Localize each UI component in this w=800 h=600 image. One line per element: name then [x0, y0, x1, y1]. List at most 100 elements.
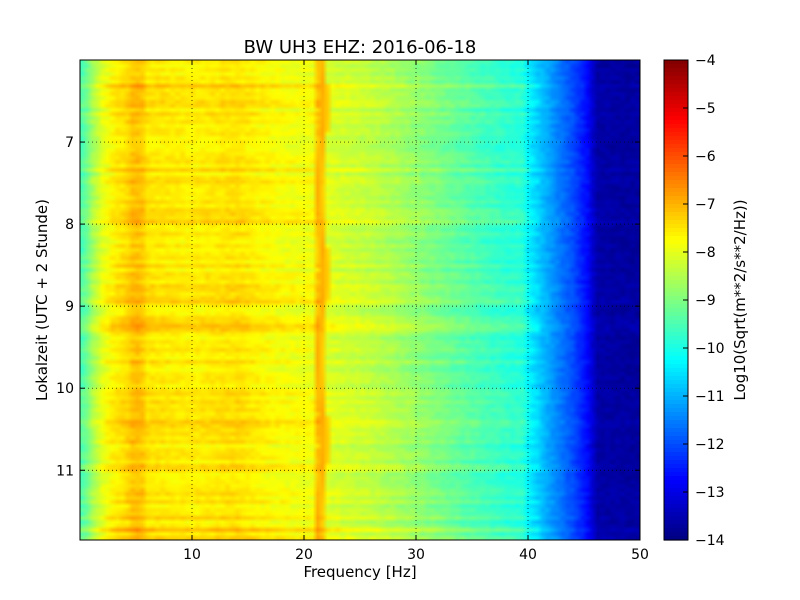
colorbar-segment [664, 252, 688, 257]
colorbar-segment [664, 352, 688, 357]
colorbar-segment [664, 132, 688, 137]
colorbar-segment [664, 356, 688, 361]
colorbar-segment [664, 140, 688, 145]
colorbar-segment [664, 436, 688, 441]
colorbar-segment [664, 88, 688, 93]
colorbar-segment [664, 324, 688, 329]
colorbar-segment [664, 268, 688, 273]
colorbar-segment [664, 64, 688, 69]
colorbar-segment [664, 276, 688, 281]
colorbar-segment [664, 432, 688, 437]
colorbar-segment [664, 272, 688, 277]
colorbar-segment [664, 148, 688, 153]
colorbar-segment [664, 144, 688, 149]
colorbar-segment [664, 404, 688, 409]
colorbar-segment [664, 256, 688, 261]
y-tick-label: 10 [56, 381, 74, 397]
colorbar-segment [664, 260, 688, 265]
colorbar-segment [664, 468, 688, 473]
colorbar-segment [664, 156, 688, 161]
colorbar-segment [664, 236, 688, 241]
colorbar-segment [664, 512, 688, 517]
colorbar-segment [664, 180, 688, 185]
colorbar-segment [664, 92, 688, 97]
colorbar-segment [664, 184, 688, 189]
colorbar-segment [664, 332, 688, 337]
colorbar-segment [664, 456, 688, 461]
colorbar-segment [664, 100, 688, 105]
colorbar-segment [664, 444, 688, 449]
colorbar-segment [664, 76, 688, 81]
colorbar-segment [664, 224, 688, 229]
colorbar-segment [664, 136, 688, 141]
colorbar-segment [664, 508, 688, 513]
colorbar-tick-label: −7 [695, 197, 716, 213]
y-tick-label: 7 [65, 135, 74, 151]
colorbar-segment [664, 232, 688, 237]
colorbar-segment [664, 284, 688, 289]
x-tick-label: 40 [519, 547, 537, 563]
colorbar-tick-label: −8 [695, 245, 716, 261]
colorbar-segment [664, 320, 688, 325]
colorbar-segment [664, 340, 688, 345]
colorbar-segment [664, 500, 688, 505]
colorbar-segment [664, 376, 688, 381]
colorbar-segment [664, 392, 688, 397]
colorbar-segment [664, 128, 688, 133]
colorbar-segment [664, 384, 688, 389]
colorbar-segment [664, 428, 688, 433]
colorbar-segment [664, 448, 688, 453]
colorbar-segment [664, 112, 688, 117]
colorbar-segment [664, 344, 688, 349]
colorbar-segment [664, 72, 688, 77]
colorbar-segment [664, 492, 688, 497]
y-tick-label: 11 [56, 463, 74, 479]
colorbar-segment [664, 124, 688, 129]
colorbar-segment [664, 336, 688, 341]
colorbar-tick-label: −11 [695, 389, 725, 405]
y-tick-label: 8 [65, 217, 74, 233]
colorbar [664, 60, 688, 541]
colorbar-segment [664, 300, 688, 305]
colorbar-segment [664, 348, 688, 353]
colorbar-segment [664, 296, 688, 301]
colorbar-tick-label: −6 [695, 149, 716, 165]
colorbar-segment [664, 412, 688, 417]
colorbar-segment [664, 400, 688, 405]
colorbar-segment [664, 208, 688, 213]
x-tick-label: 30 [407, 547, 425, 563]
colorbar-segment [664, 248, 688, 253]
x-tick-label: 10 [183, 547, 201, 563]
colorbar-segment [664, 420, 688, 425]
colorbar-segment [664, 460, 688, 465]
colorbar-ticks: −4 −5 −6 −7 −8 −9 −10 −11 −12 −13 −14 [683, 53, 725, 549]
colorbar-segment [664, 464, 688, 469]
colorbar-tick-label: −12 [695, 437, 725, 453]
plot-frame [79, 59, 641, 541]
colorbar-segment [664, 416, 688, 421]
colorbar-segment [664, 204, 688, 209]
y-axis-ticks: 7 8 9 10 11 [56, 135, 640, 479]
x-tick-label: 20 [295, 547, 313, 563]
colorbar-segment [664, 160, 688, 165]
colorbar-segment [664, 212, 688, 217]
x-axis-ticks: 10 20 30 40 50 [183, 60, 649, 563]
colorbar-tick-label: −10 [695, 341, 725, 357]
colorbar-segment [664, 396, 688, 401]
colorbar-segment [664, 280, 688, 285]
colorbar-segment [664, 328, 688, 333]
colorbar-segment [664, 452, 688, 457]
colorbar-segment [664, 532, 688, 537]
colorbar-tick-label: −13 [695, 485, 725, 501]
colorbar-segment [664, 520, 688, 525]
colorbar-segment [664, 496, 688, 501]
colorbar-segment [664, 164, 688, 169]
colorbar-segment [664, 424, 688, 429]
colorbar-segment [664, 192, 688, 197]
colorbar-segment [664, 308, 688, 313]
colorbar-segment [664, 244, 688, 249]
colorbar-segment [664, 68, 688, 73]
colorbar-segment [664, 380, 688, 385]
colorbar-segment [664, 408, 688, 413]
